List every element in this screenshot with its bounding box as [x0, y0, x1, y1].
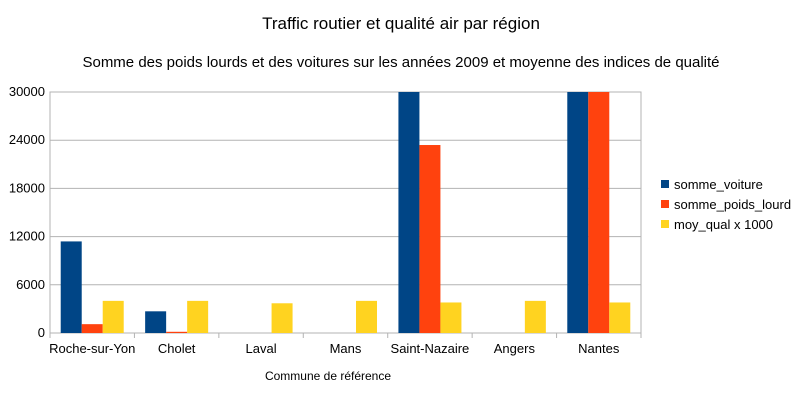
x-tick-label-6: Nantes	[578, 341, 620, 356]
bar-6-1	[588, 92, 610, 333]
legend-swatch-0	[661, 180, 669, 188]
bar-4-0	[398, 92, 420, 333]
legend-item-1: somme_poids_lourd	[661, 194, 791, 214]
bar-0-0	[60, 241, 82, 333]
chart-legend: somme_voiture somme_poids_lourd moy_qual…	[661, 174, 791, 234]
bar-1-1	[166, 331, 188, 333]
y-tick-label-3: 18000	[9, 180, 45, 195]
legend-label-1: somme_poids_lourd	[674, 196, 792, 212]
legend-item-2: moy_qual x 1000	[661, 214, 791, 234]
x-tick-label-0: Roche-sur-Yon	[49, 341, 135, 356]
bar-4-2	[440, 302, 462, 333]
x-tick-label-5: Angers	[494, 341, 536, 356]
chart-title: Traffic routier et qualité air par régio…	[262, 14, 540, 33]
bar-4-1	[419, 145, 441, 333]
bar-0-2	[102, 300, 124, 333]
bar-6-0	[567, 92, 589, 333]
legend-swatch-1	[661, 200, 669, 208]
y-tick-label-5: 30000	[9, 84, 45, 99]
bar-6-2	[609, 302, 631, 333]
legend-label-0: somme_voiture	[674, 176, 763, 192]
x-tick-label-3: Mans	[330, 341, 362, 356]
legend-swatch-2	[661, 220, 669, 228]
y-tick-label-4: 24000	[9, 132, 45, 147]
bar-0-1	[81, 324, 103, 333]
bar-5-2	[524, 300, 546, 333]
bar-2-2	[271, 303, 293, 333]
x-tick-label-4: Saint-Nazaire	[391, 341, 470, 356]
x-tick-label-2: Laval	[246, 341, 277, 356]
bar-1-2	[187, 300, 209, 333]
x-tick-label-1: Cholet	[158, 341, 196, 356]
y-tick-label-2: 12000	[9, 229, 45, 244]
bar-3-2	[356, 300, 377, 333]
y-tick-label-0: 0	[38, 325, 45, 340]
chart-subtitle: Somme des poids lourds et des voitures s…	[82, 54, 720, 71]
legend-item-0: somme_voiture	[661, 174, 791, 194]
legend-label-2: moy_qual x 1000	[674, 216, 774, 232]
y-tick-label-1: 6000	[16, 277, 45, 292]
plot-frame	[49, 91, 642, 334]
bar-1-0	[145, 311, 167, 333]
x-axis-title: Commune de référence	[265, 369, 391, 383]
